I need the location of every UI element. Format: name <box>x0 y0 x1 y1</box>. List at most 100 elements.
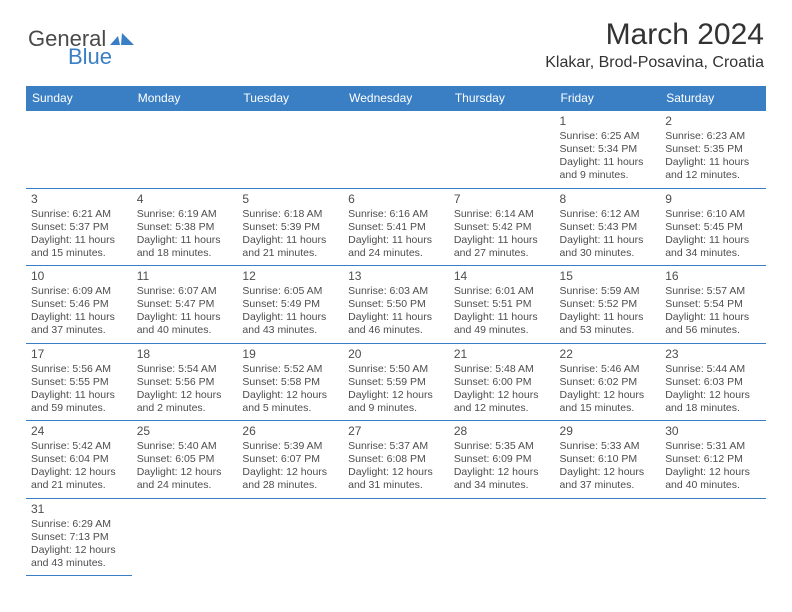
day-number: 13 <box>348 269 444 284</box>
day-number: 26 <box>242 424 338 439</box>
logo-flag-icon <box>110 31 134 51</box>
sunset-text: Sunset: 5:37 PM <box>31 221 127 234</box>
calendar-cell: 30Sunrise: 5:31 AMSunset: 6:12 PMDayligh… <box>660 421 766 499</box>
weekday-header: Sunday <box>26 86 132 111</box>
sunrise-text: Sunrise: 5:48 AM <box>454 363 550 376</box>
daylight-text: and 30 minutes. <box>560 247 656 260</box>
calendar-cell: 28Sunrise: 5:35 AMSunset: 6:09 PMDayligh… <box>449 421 555 499</box>
daylight-text: and 18 minutes. <box>665 402 761 415</box>
daylight-text: and 12 minutes. <box>454 402 550 415</box>
sunset-text: Sunset: 5:35 PM <box>665 143 761 156</box>
sunrise-text: Sunrise: 5:39 AM <box>242 440 338 453</box>
sunrise-text: Sunrise: 5:46 AM <box>560 363 656 376</box>
daylight-text: and 40 minutes. <box>137 324 233 337</box>
calendar-row: 17Sunrise: 5:56 AMSunset: 5:55 PMDayligh… <box>26 343 766 421</box>
daylight-text: and 43 minutes. <box>31 557 127 570</box>
calendar-cell: 4Sunrise: 6:19 AMSunset: 5:38 PMDaylight… <box>132 188 238 266</box>
daylight-text: Daylight: 12 hours <box>454 466 550 479</box>
sunset-text: Sunset: 5:43 PM <box>560 221 656 234</box>
daylight-text: Daylight: 11 hours <box>137 234 233 247</box>
calendar-cell: 21Sunrise: 5:48 AMSunset: 6:00 PMDayligh… <box>449 343 555 421</box>
daylight-text: Daylight: 11 hours <box>665 311 761 324</box>
day-number: 27 <box>348 424 444 439</box>
sunset-text: Sunset: 5:45 PM <box>665 221 761 234</box>
daylight-text: and 12 minutes. <box>665 169 761 182</box>
sunrise-text: Sunrise: 5:31 AM <box>665 440 761 453</box>
logo-text-blue: Blue <box>68 44 112 70</box>
daylight-text: and 28 minutes. <box>242 479 338 492</box>
day-number: 24 <box>31 424 127 439</box>
sunrise-text: Sunrise: 6:07 AM <box>137 285 233 298</box>
sunset-text: Sunset: 5:50 PM <box>348 298 444 311</box>
sunset-text: Sunset: 5:46 PM <box>31 298 127 311</box>
daylight-text: and 24 minutes. <box>348 247 444 260</box>
daylight-text: Daylight: 12 hours <box>31 466 127 479</box>
calendar-row: 10Sunrise: 6:09 AMSunset: 5:46 PM Dayligh… <box>26 266 766 344</box>
sunrise-text: Sunrise: 6:09 AM <box>31 285 127 298</box>
sunset-text: Sunset: 6:02 PM <box>560 376 656 389</box>
sunset-text: Sunset: 6:03 PM <box>665 376 761 389</box>
calendar-cell: 5Sunrise: 6:18 AMSunset: 5:39 PMDaylight… <box>237 188 343 266</box>
calendar-cell: 8Sunrise: 6:12 AMSunset: 5:43 PMDaylight… <box>555 188 661 266</box>
calendar-cell: 17Sunrise: 5:56 AMSunset: 5:55 PMDayligh… <box>26 343 132 421</box>
day-number: 1 <box>560 114 656 129</box>
calendar-cell <box>132 111 238 189</box>
calendar-cell: 6Sunrise: 6:16 AMSunset: 5:41 PMDaylight… <box>343 188 449 266</box>
calendar-cell: 24Sunrise: 5:42 AMSunset: 6:04 PMDayligh… <box>26 421 132 499</box>
day-number: 21 <box>454 347 550 362</box>
day-number: 10 <box>31 269 127 284</box>
sunset-text: Sunset: 6:10 PM <box>560 453 656 466</box>
calendar-cell <box>343 498 449 576</box>
daylight-text: and 56 minutes. <box>665 324 761 337</box>
daylight-text: and 24 minutes. <box>137 479 233 492</box>
sunrise-text: Sunrise: 5:57 AM <box>665 285 761 298</box>
month-title: March 2024 <box>545 18 764 52</box>
daylight-text: Daylight: 11 hours <box>31 389 127 402</box>
daylight-text: and 5 minutes. <box>242 402 338 415</box>
day-number: 14 <box>454 269 550 284</box>
daylight-text: and 40 minutes. <box>665 479 761 492</box>
sunrise-text: Sunrise: 5:44 AM <box>665 363 761 376</box>
title-block: March 2024 Klakar, Brod-Posavina, Croati… <box>545 18 764 72</box>
calendar-cell: 11Sunrise: 6:07 AMSunset: 5:47 PMDayligh… <box>132 266 238 344</box>
calendar-cell <box>449 111 555 189</box>
daylight-text: and 59 minutes. <box>31 402 127 415</box>
calendar-head: Sunday Monday Tuesday Wednesday Thursday… <box>26 86 766 111</box>
calendar-cell <box>555 498 661 576</box>
calendar-cell <box>237 498 343 576</box>
calendar-cell: 14Sunrise: 6:01 AMSunset: 5:51 PMDayligh… <box>449 266 555 344</box>
daylight-text: Daylight: 11 hours <box>560 156 656 169</box>
calendar-cell <box>449 498 555 576</box>
day-number: 28 <box>454 424 550 439</box>
daylight-text: Daylight: 12 hours <box>665 389 761 402</box>
daylight-text: Daylight: 12 hours <box>242 389 338 402</box>
sunrise-text: Sunrise: 6:16 AM <box>348 208 444 221</box>
calendar-table: Sunday Monday Tuesday Wednesday Thursday… <box>26 86 766 576</box>
day-number: 23 <box>665 347 761 362</box>
calendar-cell: 20Sunrise: 5:50 AMSunset: 5:59 PMDayligh… <box>343 343 449 421</box>
sunrise-text: Sunrise: 6:03 AM <box>348 285 444 298</box>
day-number: 11 <box>137 269 233 284</box>
daylight-text: Daylight: 11 hours <box>665 156 761 169</box>
sunrise-text: Sunrise: 5:37 AM <box>348 440 444 453</box>
calendar-cell <box>237 111 343 189</box>
daylight-text: and 9 minutes. <box>560 169 656 182</box>
calendar-cell: 26Sunrise: 5:39 AMSunset: 6:07 PMDayligh… <box>237 421 343 499</box>
sunset-text: Sunset: 5:55 PM <box>31 376 127 389</box>
sunset-text: Sunset: 6:07 PM <box>242 453 338 466</box>
daylight-text: Daylight: 11 hours <box>242 234 338 247</box>
sunset-text: Sunset: 5:58 PM <box>242 376 338 389</box>
sunrise-text: Sunrise: 6:25 AM <box>560 130 656 143</box>
calendar-body: 1Sunrise: 6:25 AMSunset: 5:34 PMDaylight… <box>26 111 766 576</box>
daylight-text: and 21 minutes. <box>31 479 127 492</box>
daylight-text: Daylight: 12 hours <box>560 466 656 479</box>
sunrise-text: Sunrise: 6:18 AM <box>242 208 338 221</box>
day-number: 29 <box>560 424 656 439</box>
sunset-text: Sunset: 6:05 PM <box>137 453 233 466</box>
calendar-cell: 10Sunrise: 6:09 AMSunset: 5:46 PMDayligh… <box>26 266 132 344</box>
daylight-text: Daylight: 12 hours <box>31 544 127 557</box>
daylight-text: Daylight: 11 hours <box>348 311 444 324</box>
calendar-cell: 9Sunrise: 6:10 AMSunset: 5:45 PMDaylight… <box>660 188 766 266</box>
sunrise-text: Sunrise: 5:52 AM <box>242 363 338 376</box>
sunrise-text: Sunrise: 5:33 AM <box>560 440 656 453</box>
